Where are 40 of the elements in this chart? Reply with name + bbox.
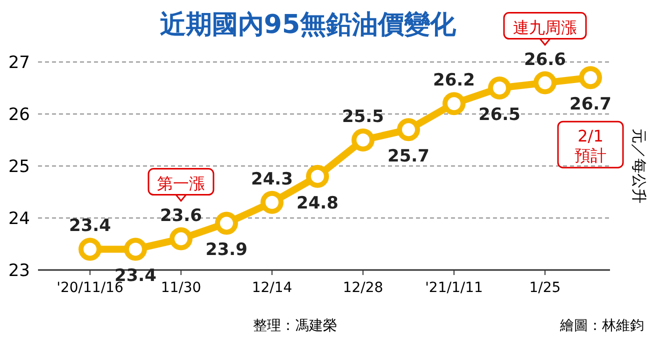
point [124,238,147,261]
point [442,92,466,116]
x-tick-label: 1/25 [529,280,561,296]
point [579,66,602,90]
point [397,118,420,142]
data-label: 26.5 [478,105,520,125]
point [215,212,238,235]
data-label: 23.9 [206,240,248,260]
y-tick-label: 25 [8,157,30,177]
annotation: 連九周漲 [513,18,577,37]
x-tick-label: 12/28 [342,280,384,296]
point [306,164,329,188]
y-tick-label: 23 [8,261,30,281]
y-axis-title: 元／每公升 [630,128,648,204]
data-label: 23.4 [69,216,112,236]
data-label: 25.7 [388,146,430,167]
annotation: 2/1 預計 [574,126,606,165]
text: 繪圖：林維鈞 [559,318,644,334]
point [488,76,511,100]
y-tick-label: 27 [8,53,30,73]
data-label: 24.8 [296,193,338,214]
data-label: 23.6 [160,206,202,226]
data-label: 24.3 [251,169,293,190]
point [534,71,556,94]
x-tick-label: 11/30 [160,280,202,296]
chart-title: 近期國內95無鉛油價變化 [160,10,458,40]
point [170,227,192,250]
data-label: 26.6 [524,50,566,70]
data-label: 26.7 [570,94,612,115]
y-tick-label: 24 [8,209,30,229]
data-label: 26.2 [433,70,475,91]
x-tick-label: 12/14 [252,280,292,296]
point [352,128,374,152]
annotation: 第一漲 [157,174,205,193]
x-tick-label: '21/1/11 [425,280,483,296]
text: 整理：馮建榮 [253,318,338,334]
y-tick-label: 26 [8,105,30,125]
data-label: 25.5 [342,107,384,127]
point [78,238,102,261]
point [260,190,284,214]
